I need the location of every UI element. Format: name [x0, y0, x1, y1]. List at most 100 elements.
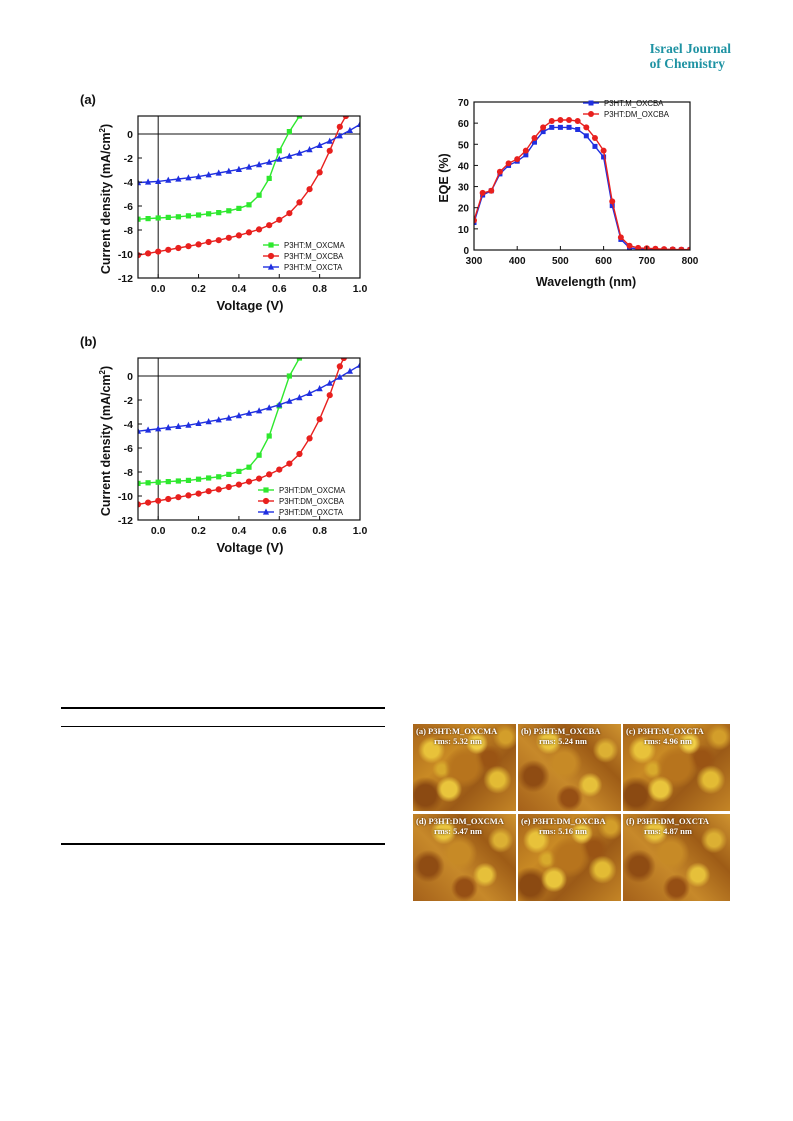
- data-point: [216, 210, 222, 216]
- data-point: [566, 124, 572, 130]
- afm-image: (d) P3HT:DM_OXCMA rms: 5.47 nm: [413, 814, 516, 901]
- data-point: [540, 129, 546, 135]
- data-point: [226, 471, 232, 477]
- legend-label: P3HT:DM_OXCBA: [604, 110, 670, 119]
- data-point: [286, 397, 293, 404]
- data-point: [336, 123, 343, 130]
- data-point: [215, 237, 222, 244]
- series-group: [138, 116, 360, 259]
- data-point: [205, 488, 212, 495]
- data-point: [246, 202, 252, 208]
- x-tick-label: 1.0: [353, 283, 368, 295]
- data-point: [195, 490, 202, 497]
- data-point: [687, 246, 690, 250]
- data-point: [235, 232, 243, 239]
- y-tick-label: -12: [118, 515, 133, 527]
- data-point: [185, 243, 192, 250]
- plot-frame: [137, 115, 361, 279]
- y-tick-label: 30: [458, 183, 470, 194]
- data-point: [266, 158, 273, 165]
- data-point: [296, 199, 303, 206]
- data-point: [165, 214, 171, 220]
- data-point: [592, 143, 598, 149]
- data-point: [600, 147, 607, 154]
- data-point: [185, 492, 192, 499]
- y-axis-label-b: Current density (mA/cm2): [98, 366, 113, 516]
- data-point: [306, 186, 313, 193]
- data-point: [266, 404, 273, 411]
- data-point: [548, 118, 555, 125]
- data-point: [255, 475, 263, 482]
- afm-title: (f) P3HT:DM_OXCTA: [626, 816, 710, 826]
- y-tick-label: -4: [124, 177, 133, 189]
- journal-logo: Israel Journal of Chemistry: [650, 41, 731, 71]
- data-point: [263, 487, 269, 493]
- data-point: [245, 409, 253, 416]
- plot-area-b: 0.0 0.2 0.4 0.6 0.8 1.0 0 -2 -4 -6 -8 -10 -12 P3HT:DM…: [118, 357, 367, 537]
- afm-title: (b) P3HT:M_OXCBA: [521, 726, 601, 736]
- jv-chart-b: (b) 0.0 0.2 0.4 0.6 0.8 1.0 0 -2 -4 -6 -8 -10 -12 P3H…: [80, 334, 367, 555]
- afm-image-grid: (a) P3HT:M_OXCMA rms: 5.32 nm (b) P3HT:M_…: [413, 724, 730, 901]
- plot-frame: [137, 357, 361, 521]
- data-point: [276, 216, 283, 223]
- panel-label-b: (b): [80, 334, 97, 349]
- afm-rms: rms: 4.87 nm: [644, 826, 692, 836]
- data-point: [225, 483, 232, 491]
- data-point: [266, 222, 273, 229]
- y-tick-label: 0: [127, 371, 133, 383]
- data-point: [205, 171, 212, 178]
- data-point: [336, 132, 343, 139]
- data-point: [276, 148, 282, 154]
- data-point: [165, 479, 171, 485]
- data-point: [306, 389, 313, 396]
- data-point: [574, 118, 581, 125]
- data-point: [255, 161, 263, 168]
- x-tick-label: 0.4: [232, 525, 247, 537]
- legend-label: P3HT:M_OXCBA: [284, 252, 344, 261]
- data-point: [138, 427, 142, 434]
- data-point: [215, 169, 222, 176]
- data-point: [326, 137, 333, 144]
- data-point: [316, 385, 323, 392]
- data-point: [296, 149, 303, 156]
- x-tick-label: 0.0: [151, 283, 166, 295]
- data-point: [336, 363, 343, 370]
- data-point: [155, 425, 162, 432]
- data-point: [225, 414, 232, 421]
- data-point: [557, 116, 564, 123]
- data-point: [175, 175, 182, 182]
- data-point: [342, 116, 349, 120]
- data-point: [531, 139, 537, 145]
- data-point: [326, 147, 333, 154]
- data-point: [144, 178, 152, 185]
- x-tick-label: 0.2: [191, 283, 206, 295]
- afm-image: (c) P3HT:M_OXCTA rms: 4.96 nm: [623, 724, 730, 811]
- x-tick-label: 800: [682, 256, 699, 267]
- y-axis-label-b-main: Current density (mA/cm: [99, 374, 113, 516]
- y-tick-label: -8: [124, 225, 133, 237]
- data-point: [268, 242, 274, 248]
- y-tick-label: -6: [124, 443, 133, 455]
- x-tick-label: 0.0: [151, 525, 166, 537]
- data-point: [195, 476, 202, 482]
- afm-image: (f) P3HT:DM_OXCTA rms: 4.87 nm: [623, 814, 730, 901]
- data-point: [557, 124, 563, 130]
- y-tick-label: -10: [118, 249, 133, 261]
- data-point: [155, 479, 161, 485]
- legend-label: P3HT:DM_OXCTA: [279, 508, 344, 517]
- data-point: [175, 494, 182, 501]
- data-point: [286, 152, 293, 159]
- x-axis-label-a: Voltage (V): [217, 298, 284, 313]
- data-point: [138, 216, 141, 222]
- data-point: [346, 126, 354, 133]
- afm-rms: rms: 4.96 nm: [644, 736, 692, 746]
- series-group: [474, 116, 690, 250]
- data-point: [306, 146, 313, 153]
- afm-image: (e) P3HT:DM_OXCBA rms: 5.16 nm: [518, 814, 621, 901]
- afm-caption: (e) P3HT:DM_OXCBA rms: 5.16 nm: [521, 816, 606, 836]
- data-point: [549, 124, 555, 130]
- legend-label: P3HT:DM_OXCMA: [279, 486, 346, 495]
- data-point: [617, 234, 624, 241]
- data-point: [206, 475, 212, 481]
- x-tick-label: 0.2: [191, 525, 206, 537]
